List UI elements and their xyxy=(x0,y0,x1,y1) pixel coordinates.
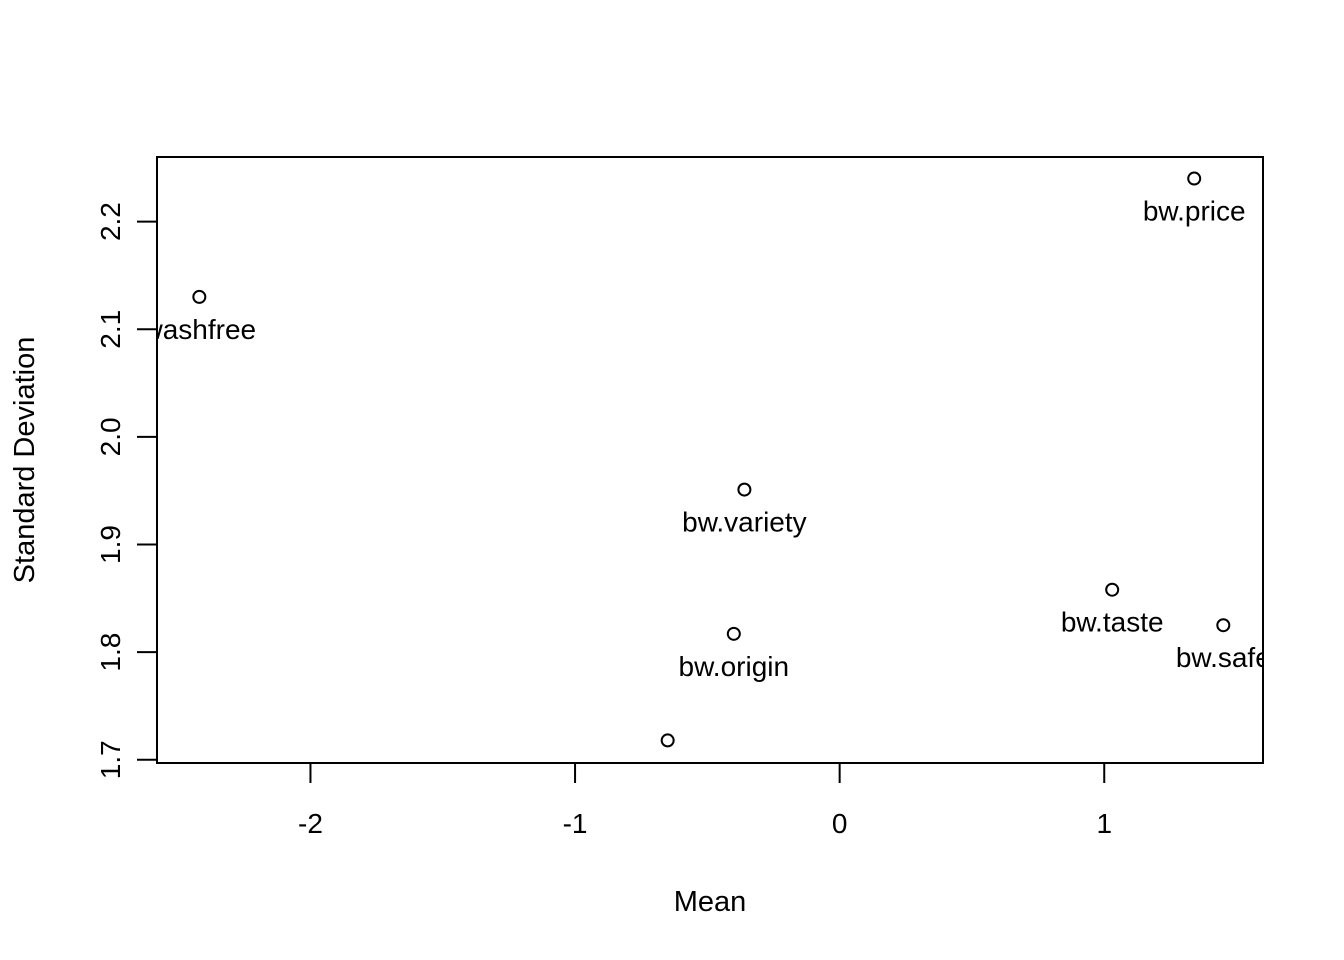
data-point xyxy=(192,289,207,304)
point-label: bw.taste xyxy=(1061,607,1164,638)
x-axis-label: Mean xyxy=(674,886,747,918)
point-label: bw.safe xyxy=(1176,642,1271,673)
data-point xyxy=(1187,171,1202,186)
point-label: bw.price xyxy=(1143,196,1246,227)
y-tick-label: 1.7 xyxy=(95,740,126,779)
x-axis: -2 -1 0 1 xyxy=(298,762,1112,839)
y-axis-label: Standard Deviation xyxy=(9,337,41,584)
y-tick-label: 1.8 xyxy=(95,633,126,672)
data-points: washfree bw.price bw.variety bw.taste bw.saf… xyxy=(142,171,1271,748)
x-tick-label: -2 xyxy=(298,808,323,839)
y-axis: 1.7 1.8 1.9 2.0 2.1 2.2 xyxy=(95,202,158,779)
y-tick-label: 2.1 xyxy=(95,310,126,349)
x-tick-label: 0 xyxy=(832,808,848,839)
y-tick-label: 1.9 xyxy=(95,525,126,564)
x-tick-label: -1 xyxy=(563,808,588,839)
data-point xyxy=(1105,582,1120,597)
y-tick-label: 2.0 xyxy=(95,417,126,456)
data-point xyxy=(726,626,741,641)
data-point xyxy=(660,733,675,748)
data-point xyxy=(1216,618,1231,633)
point-label: bw.origin xyxy=(679,651,790,682)
point-label: washfree xyxy=(142,314,257,345)
y-tick-label: 2.2 xyxy=(95,202,126,241)
x-tick-label: 1 xyxy=(1096,808,1112,839)
data-point xyxy=(737,482,752,497)
point-label: bw.variety xyxy=(682,507,807,538)
